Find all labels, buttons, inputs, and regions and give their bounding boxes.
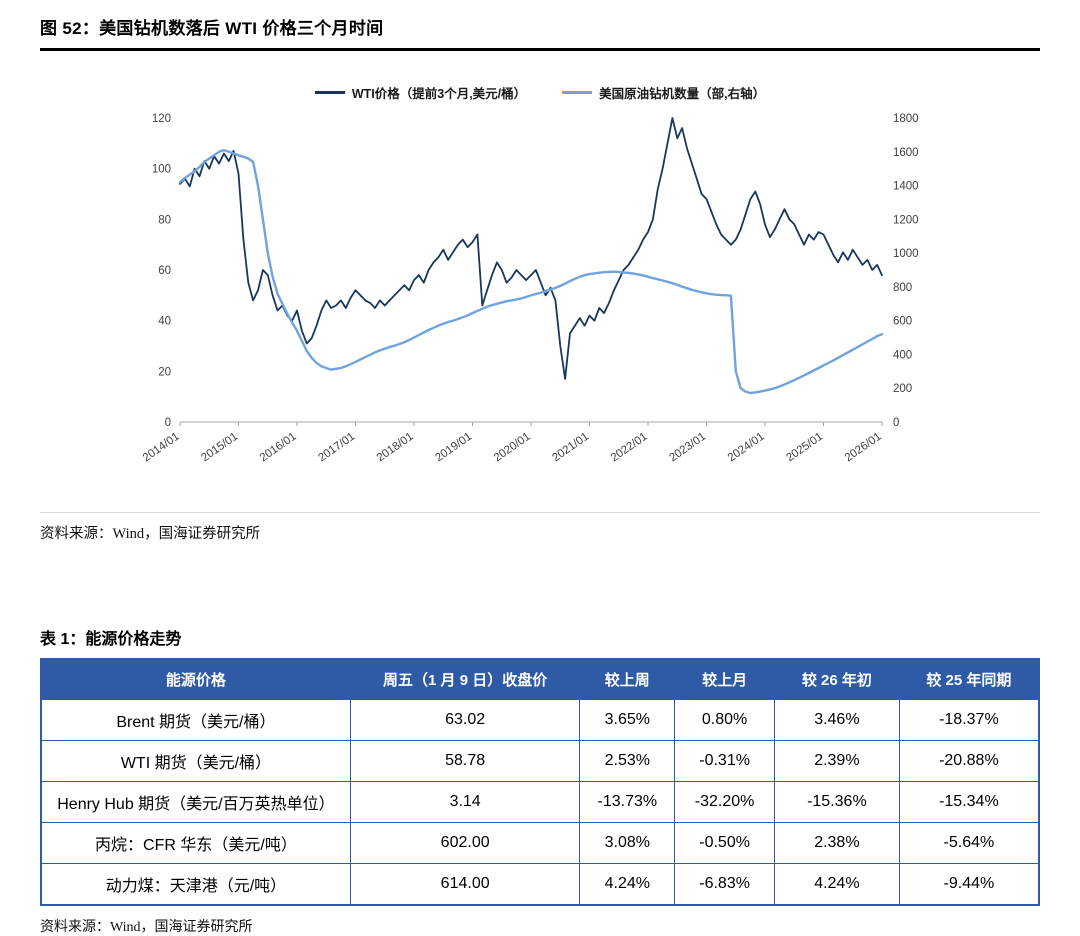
table-source-line: 资料来源：Wind，国海证券研究所 <box>40 920 253 935</box>
value-cell: -9.44% <box>898 863 1040 906</box>
left-axis-tick-label: 100 <box>152 164 171 176</box>
right-axis-tick-label: 1000 <box>893 248 919 260</box>
left-axis-tick-label: 40 <box>158 316 171 328</box>
table-title: 表 1：能源价格走势 <box>40 631 182 648</box>
left-axis-tick-label: 60 <box>158 265 171 277</box>
row-label-cell: Henry Hub 期货（美元/百万英热单位） <box>40 781 351 823</box>
table-header-row: 能源价格 周五（1 月 9 日）收盘价 较上周 较上月较 26 年初较 25 年同期 <box>40 658 1040 700</box>
table-header-cell: 较上周 <box>579 658 676 700</box>
legend-label: WTI价格（提前3个月,美元/桶） <box>351 87 527 101</box>
energy-table-section: 表 1：能源价格走势 能源价格 周五（1 月 9 日）收盘价 较上周 较上月较 26 … <box>40 625 1040 936</box>
right-axis-tick-label: 200 <box>893 383 912 395</box>
right-axis-tick-label: 800 <box>893 282 912 294</box>
value-cell: 63.02 <box>349 699 581 741</box>
right-axis-tick-label: 1600 <box>893 147 919 159</box>
chart-source-line: 资料来源：Wind，国海证券研究所 <box>40 512 1040 543</box>
right-axis-tick-label: 1200 <box>893 214 919 226</box>
value-cell: -6.83% <box>674 863 775 906</box>
x-axis-tick-label: 2014/01 <box>141 431 182 465</box>
legend-line-swatch <box>314 91 345 94</box>
x-axis-tick-label: 2026/01 <box>843 431 884 465</box>
value-cell: 3.08% <box>579 822 676 864</box>
table-header-cell: 较 26 年初 <box>774 658 900 700</box>
right-axis-tick-label: 600 <box>893 316 912 328</box>
table-row: 动力煤：天津港（元/吨） 614.00 4.24% -6.83% 4.24% -9.44% <box>40 863 1040 906</box>
table-header-cell: 较 25 年同期 <box>898 658 1040 700</box>
x-axis-tick-label: 2019/01 <box>433 431 474 465</box>
value-cell: -0.50% <box>674 822 775 864</box>
row-label-cell: 动力煤：天津港（元/吨） <box>40 863 351 906</box>
figure-title: 图 52：美国钻机数落后 WTI 价格三个月时间 <box>40 14 1040 51</box>
right-axis-tick-label: 0 <box>893 417 899 429</box>
x-axis-tick-label: 2020/01 <box>492 431 533 465</box>
value-cell: 2.53% <box>579 740 676 782</box>
x-axis-tick-label: 2023/01 <box>667 431 708 465</box>
x-axis-tick-label: 2018/01 <box>375 431 416 465</box>
value-cell: 3.65% <box>579 699 676 741</box>
table-header-cell: 能源价格 <box>40 658 351 700</box>
series-line <box>179 117 883 380</box>
value-cell: 58.78 <box>349 740 581 782</box>
value-cell: 2.39% <box>774 740 900 782</box>
x-axis-tick-label: 2015/01 <box>199 431 240 465</box>
legend-item: WTI价格（提前3个月,美元/桶） <box>314 83 527 102</box>
value-cell: 614.00 <box>349 863 581 906</box>
value-cell: -18.37% <box>898 699 1040 741</box>
left-axis-tick-label: 0 <box>165 417 171 429</box>
legend-label: 美国原油钻机数量（部,右轴） <box>599 87 766 101</box>
x-axis-tick-label: 2016/01 <box>258 431 299 465</box>
row-label-cell: Brent 期货（美元/桶） <box>40 699 351 741</box>
value-cell: -20.88% <box>898 740 1040 782</box>
value-cell: -13.73% <box>579 781 676 823</box>
table-row: Brent 期货（美元/桶） 63.02 3.65% 0.80% 3.46% -18.37… <box>40 699 1040 741</box>
table-header-cell: 周五（1 月 9 日）收盘价 <box>349 658 581 700</box>
value-cell: -0.31% <box>674 740 775 782</box>
value-cell: -32.20% <box>674 781 775 823</box>
chart-legend: WTI价格（提前3个月,美元/桶） 美国原油钻机数量（部,右轴） <box>40 83 1040 102</box>
legend-line-swatch <box>562 91 593 94</box>
table-row: WTI 期货（美元/桶） 58.78 2.53% -0.31% 2.39% -20.88% <box>40 740 1040 782</box>
value-cell: 2.38% <box>774 822 900 864</box>
x-axis-tick-label: 2024/01 <box>726 431 767 465</box>
left-axis-tick-label: 80 <box>158 214 171 226</box>
right-axis-tick-label: 1400 <box>893 181 919 193</box>
x-axis-tick-label: 2022/01 <box>609 431 650 465</box>
table-row: 丙烷：CFR 华东（美元/吨） 602.00 3.08% -0.50% 2.38% -5.… <box>40 822 1040 864</box>
value-cell: 3.14 <box>349 781 581 823</box>
table-row: Henry Hub 期货（美元/百万英热单位） 3.14 -13.73% -32.20… <box>40 781 1040 823</box>
row-label-cell: WTI 期货（美元/桶） <box>40 740 351 782</box>
left-axis-tick-label: 20 <box>158 366 171 378</box>
row-label-cell: 丙烷：CFR 华东（美元/吨） <box>40 822 351 864</box>
x-axis-tick-label: 2017/01 <box>316 431 357 465</box>
table-header-cell: 较上月 <box>674 658 775 700</box>
left-axis-tick-label: 120 <box>152 113 171 125</box>
value-cell: 0.80% <box>674 699 775 741</box>
line-chart: 0204060801001200200400600800100012001400… <box>141 113 919 465</box>
value-cell: 602.00 <box>349 822 581 864</box>
series-line <box>178 148 884 395</box>
value-cell: -15.36% <box>774 781 900 823</box>
x-axis-tick-label: 2021/01 <box>550 431 591 465</box>
value-cell: 3.46% <box>774 699 900 741</box>
right-axis-tick-label: 1800 <box>893 113 919 125</box>
right-axis-tick-label: 400 <box>893 349 912 361</box>
value-cell: -5.64% <box>898 822 1040 864</box>
energy-price-table: 能源价格 周五（1 月 9 日）收盘价 较上周 较上月较 26 年初较 25 年同期 … <box>40 658 1040 906</box>
legend-item: 美国原油钻机数量（部,右轴） <box>562 83 765 102</box>
value-cell: 4.24% <box>774 863 900 906</box>
value-cell: -15.34% <box>898 781 1040 823</box>
x-axis-tick-label: 2025/01 <box>784 431 825 465</box>
wti-rig-chart: WTI价格（提前3个月,美元/桶） 美国原油钻机数量（部,右轴） 0 20 40 60 8… <box>40 83 1040 496</box>
value-cell: 4.24% <box>579 863 676 906</box>
